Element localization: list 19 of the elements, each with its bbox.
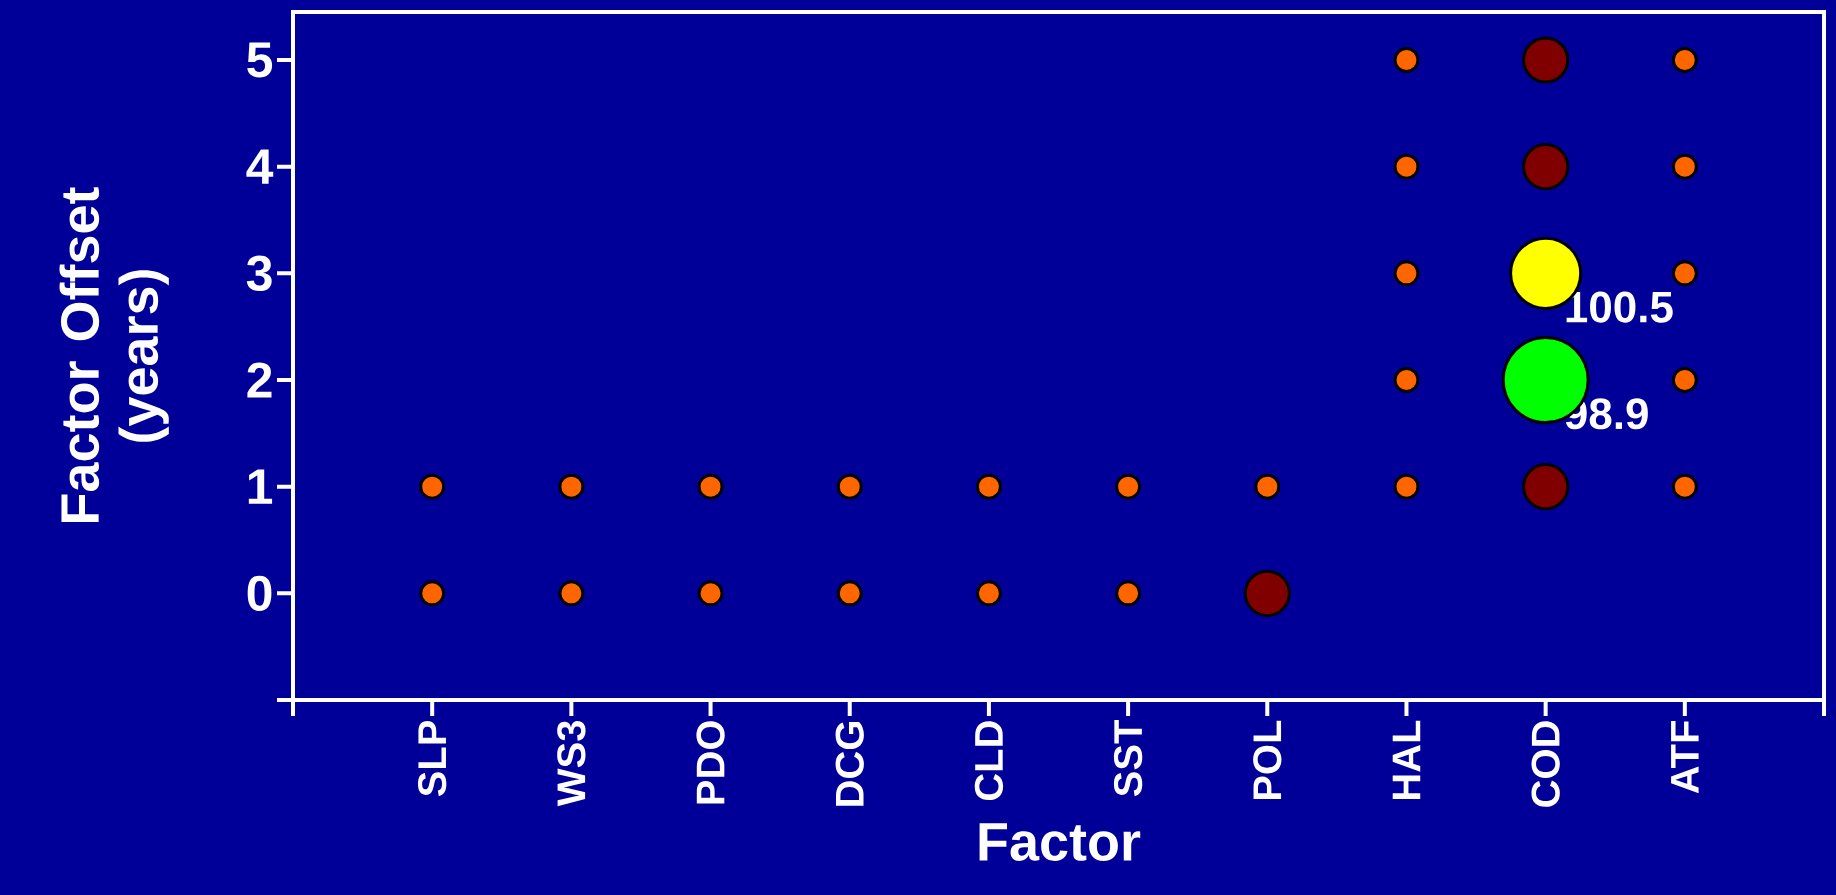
x-tick-label: CLD [974,721,1004,801]
y-tick-label: 5 [247,42,273,78]
annotation: 100.5 [1566,291,1673,323]
y-axis-title: Factor Offset (years) [59,187,169,522]
x-tick-label: PDO [696,721,725,804]
y-tick-label: 2 [247,362,272,398]
x-tick-label: SLP [418,720,447,797]
x-tick-label: POL [1253,720,1282,800]
x-axis-title: Factor [979,823,1141,861]
x-tick-label: SST [1113,719,1143,797]
y-tick-label: 4 [246,149,274,184]
x-tick-label: ATF [1671,720,1699,794]
x-tick-label: COD [1531,721,1560,807]
x-tick-label: WS3 [557,720,586,807]
x-tick-label: DCG [835,722,864,806]
y-tick-label: 0 [247,575,272,612]
y-tick-label: 1 [248,469,273,504]
y-tick-label: 3 [246,255,272,292]
x-tick-label: HAL [1392,720,1421,800]
